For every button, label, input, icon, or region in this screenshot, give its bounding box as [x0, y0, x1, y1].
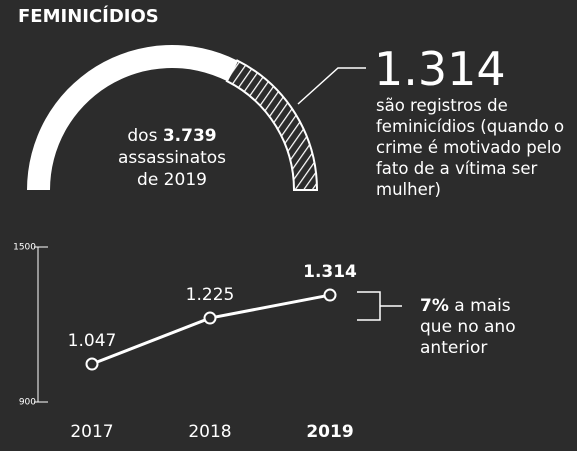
series-line	[91, 293, 331, 366]
gauge-rest	[27, 45, 238, 191]
annotation-value: 7%	[420, 296, 449, 316]
data-point	[323, 288, 337, 302]
y-tick-label: 1500	[13, 243, 36, 253]
gauge-value: 1.314	[374, 42, 506, 96]
gauge-value-arc	[225, 59, 319, 191]
x-tick-label: 2019	[306, 422, 353, 442]
gauge-center-text: dos 3.739 assassinatos de 2019	[112, 125, 232, 191]
gauge-description: são registros de feminicídios (quando o …	[376, 96, 565, 199]
annotation: 7% a mais que no ano anterior	[420, 296, 530, 359]
value-label: 1.047	[68, 331, 117, 351]
leader-line	[297, 67, 366, 105]
title: FEMINICÍDIOS	[18, 5, 159, 27]
value-label: 1.314	[303, 262, 357, 282]
gauge-text: assassinatos de 2019	[117, 148, 227, 190]
y-tick-label: 900	[19, 398, 36, 408]
annotation-text: a mais que no ano anterior	[420, 296, 516, 358]
value-label: 1.225	[186, 285, 235, 305]
x-tick-label: 2017	[70, 422, 113, 442]
data-point	[203, 311, 217, 325]
gauge-total: 3.739	[162, 126, 217, 146]
gauge-text: dos	[127, 126, 158, 146]
x-tick-label: 2018	[188, 422, 231, 442]
data-point	[85, 357, 99, 371]
bracket	[357, 291, 381, 321]
